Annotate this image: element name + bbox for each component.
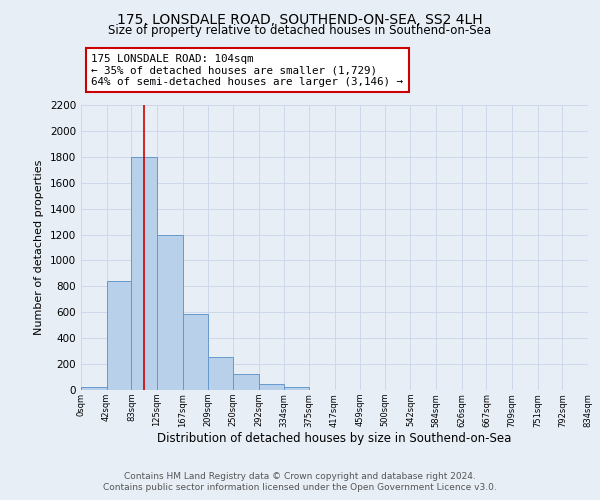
- Text: Contains public sector information licensed under the Open Government Licence v3: Contains public sector information licen…: [103, 484, 497, 492]
- Bar: [81, 387, 107, 390]
- Text: Contains HM Land Registry data © Crown copyright and database right 2024.: Contains HM Land Registry data © Crown c…: [124, 472, 476, 481]
- Bar: [233, 374, 259, 390]
- Text: 175 LONSDALE ROAD: 104sqm
← 35% of detached houses are smaller (1,729)
64% of se: 175 LONSDALE ROAD: 104sqm ← 35% of detac…: [91, 54, 403, 87]
- Bar: [157, 234, 182, 390]
- Bar: [182, 314, 208, 390]
- Bar: [284, 387, 309, 390]
- Bar: [259, 384, 284, 390]
- Bar: [131, 157, 157, 390]
- Bar: [208, 357, 233, 390]
- X-axis label: Distribution of detached houses by size in Southend-on-Sea: Distribution of detached houses by size …: [157, 432, 512, 446]
- Y-axis label: Number of detached properties: Number of detached properties: [34, 160, 44, 335]
- Bar: [107, 281, 131, 390]
- Text: Size of property relative to detached houses in Southend-on-Sea: Size of property relative to detached ho…: [109, 24, 491, 37]
- Text: 175, LONSDALE ROAD, SOUTHEND-ON-SEA, SS2 4LH: 175, LONSDALE ROAD, SOUTHEND-ON-SEA, SS2…: [117, 12, 483, 26]
